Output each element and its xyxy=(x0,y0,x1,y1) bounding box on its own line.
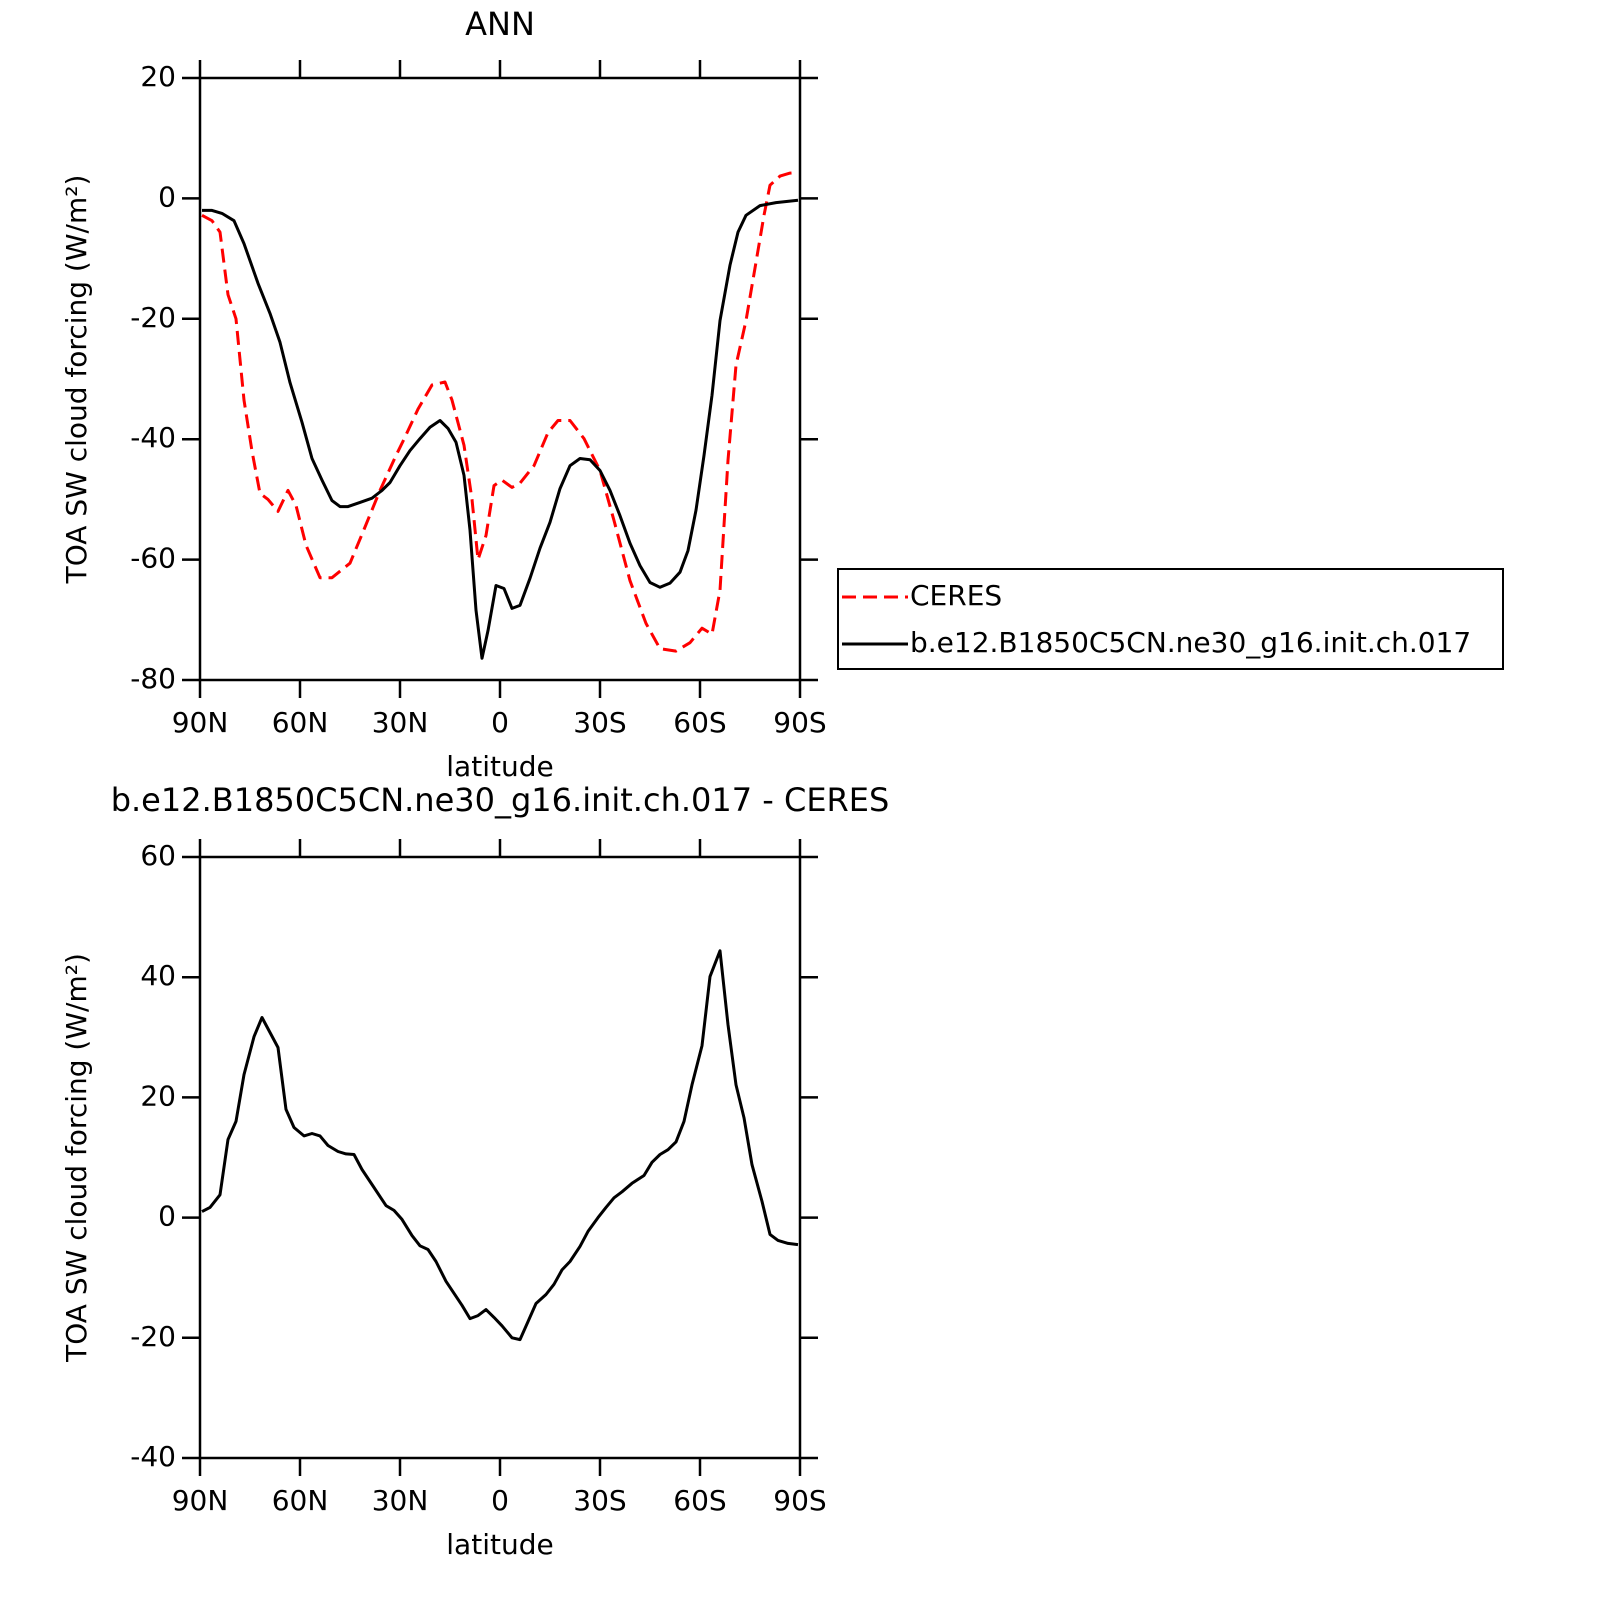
x-tick-label: 90S xyxy=(773,706,826,739)
y-tick-label: -80 xyxy=(130,662,176,695)
x-tick-label: 30N xyxy=(372,1484,429,1517)
x-tick-label: 30S xyxy=(573,706,626,739)
x-axis-label: latitude xyxy=(446,750,553,783)
plot-frame xyxy=(198,76,802,682)
chart-title: ANN xyxy=(465,5,535,43)
x-tick-label: 60S xyxy=(673,706,726,739)
legend-label: CERES xyxy=(910,579,1002,612)
y-axis-label: TOA SW cloud forcing (W/m²) xyxy=(60,175,93,585)
y-tick-label: 40 xyxy=(140,959,176,992)
x-tick-label: 90N xyxy=(172,706,229,739)
plot-frame xyxy=(198,855,802,1460)
legend-frame xyxy=(837,568,1504,670)
x-tick-label: 90S xyxy=(773,1484,826,1517)
y-tick-label: -40 xyxy=(130,1440,176,1473)
y-tick-label: 0 xyxy=(158,180,176,213)
data-line xyxy=(201,171,799,653)
x-tick-label: 30N xyxy=(372,706,429,739)
chart-title: b.e12.B1850C5CN.ne30_g16.init.ch.017 - C… xyxy=(111,781,890,819)
y-tick-label: -40 xyxy=(130,421,176,454)
x-tick-label: 60N xyxy=(272,1484,329,1517)
x-tick-label: 60S xyxy=(673,1484,726,1517)
data-line xyxy=(201,949,799,1342)
y-tick-label: 20 xyxy=(140,1079,176,1112)
x-tick-label: 0 xyxy=(491,1484,509,1517)
y-axis-label: TOA SW cloud forcing (W/m²) xyxy=(60,953,93,1363)
x-tick-label: 90N xyxy=(172,1484,229,1517)
y-tick-label: -20 xyxy=(130,301,176,334)
y-tick-label: 60 xyxy=(140,839,176,872)
x-tick-label: 30S xyxy=(573,1484,626,1517)
y-tick-label: -20 xyxy=(130,1320,176,1353)
y-tick-label: 0 xyxy=(158,1200,176,1233)
data-line xyxy=(202,198,799,660)
x-tick-label: 0 xyxy=(491,706,509,739)
x-tick-label: 60N xyxy=(272,706,329,739)
y-tick-label: -60 xyxy=(130,542,176,575)
x-axis-label: latitude xyxy=(446,1528,553,1561)
legend-label: b.e12.B1850C5CN.ne30_g16.init.ch.017 xyxy=(910,626,1471,659)
y-tick-label: 20 xyxy=(140,60,176,93)
